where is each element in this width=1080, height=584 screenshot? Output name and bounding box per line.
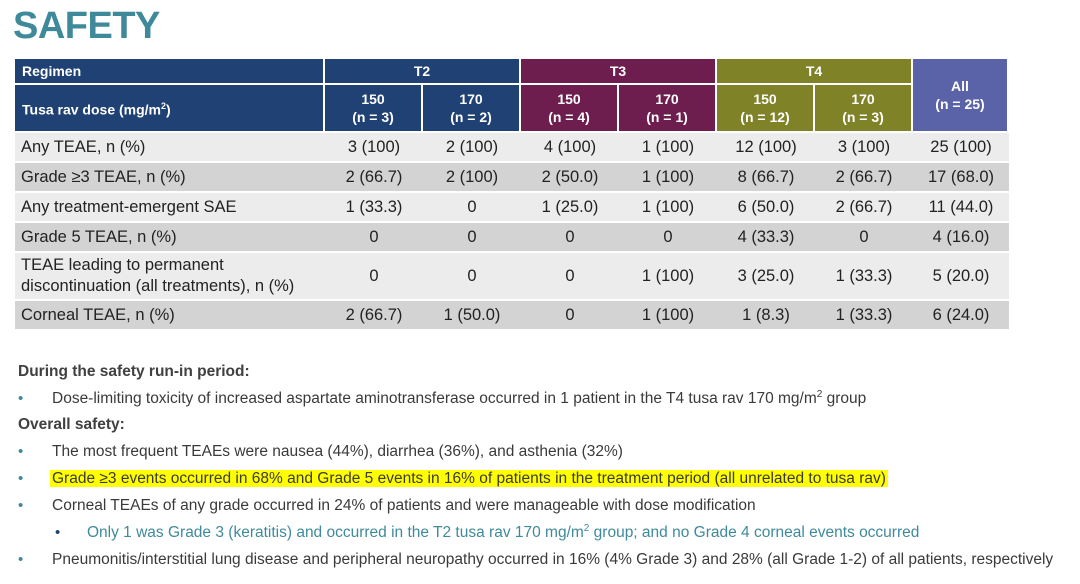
table-cell: 1 (100) (619, 301, 717, 331)
table-row-grade5-teae: Grade 5 TEAE, n (%) 0 0 0 0 4 (33.3) 0 4… (15, 223, 1009, 253)
page-title: SAFETY (13, 5, 160, 47)
table-cell: 1 (100) (619, 193, 717, 223)
table-cell: 3 (100) (325, 133, 423, 163)
table-cell: 1 (33.3) (325, 193, 423, 223)
table-row-corneal-teae: Corneal TEAE, n (%) 2 (66.7) 1 (50.0) 0 … (15, 301, 1009, 331)
table-cell: 3 (25.0) (717, 253, 815, 301)
table-cell: 2 (66.7) (325, 163, 423, 193)
table-cell: 12 (100) (717, 133, 815, 163)
bullet-pneumonitis: • Pneumonitis/interstitial lung disease … (18, 549, 1078, 576)
table-cell: 11 (44.0) (913, 193, 1009, 223)
safety-table: Regimen T2 T3 T4 All (n = 25) Tusa rav d… (15, 59, 1009, 331)
table-cell: 0 (325, 253, 423, 301)
column-header-all: All (n = 25) (913, 59, 1009, 133)
bullet-dot-icon: • (18, 390, 24, 407)
table-cell: 6 (50.0) (717, 193, 815, 223)
table-cell: 4 (16.0) (913, 223, 1009, 253)
table-cell: 2 (100) (423, 163, 521, 193)
bullet-dot-icon: • (55, 524, 61, 541)
table-row-grade3-teae: Grade ≥3 TEAE, n (%) 2 (66.7) 2 (100) 2 … (15, 163, 1009, 193)
column-header-t4-170: 170 (n = 3) (815, 85, 913, 133)
dose-label: Tusa rav dose (mg/m2) (15, 85, 325, 133)
highlighted-text: Grade ≥3 events occurred in 68% and Grad… (50, 470, 888, 487)
table-row-discontinuation: TEAE leading to permanent discontinuation… (15, 253, 1009, 301)
table-cell: 0 (423, 253, 521, 301)
bullet-dot-icon: • (18, 497, 24, 514)
row-label: Grade ≥3 TEAE, n (%) (15, 163, 325, 193)
table-cell: 2 (66.7) (815, 163, 913, 193)
column-header-t3-170: 170 (n = 1) (619, 85, 717, 133)
bullet-dot-icon: • (18, 551, 24, 568)
table-cell: 2 (100) (423, 133, 521, 163)
table-cell: 0 (423, 223, 521, 253)
table-cell: 0 (815, 223, 913, 253)
table-cell: 0 (521, 223, 619, 253)
heading-runin: During the safety run-in period: (18, 363, 250, 380)
sub-bullet-keratitis: • Only 1 was Grade 3 (keratitis) and occ… (18, 522, 1078, 549)
row-label: Corneal TEAE, n (%) (15, 301, 325, 331)
header-row-dose: Tusa rav dose (mg/m2) 150 (n = 3) 170 (n =… (15, 85, 1009, 133)
column-all-label: All (951, 78, 969, 94)
table-cell: 25 (100) (913, 133, 1009, 163)
row-label: Any treatment-emergent SAE (15, 193, 325, 223)
table-cell: 0 (423, 193, 521, 223)
row-label: Any TEAE, n (%) (15, 133, 325, 163)
bullet-frequent-teaes: • The most frequent TEAEs were nausea (4… (18, 441, 1078, 468)
table-cell: 1 (100) (619, 253, 717, 301)
table-row-sae: Any treatment-emergent SAE 1 (33.3) 0 1 … (15, 193, 1009, 223)
table-cell: 1 (33.3) (815, 301, 913, 331)
group-header-t2: T2 (325, 59, 521, 85)
table-cell: 1 (50.0) (423, 301, 521, 331)
table-cell: 1 (100) (619, 133, 717, 163)
column-all-n: (n = 25) (935, 96, 985, 112)
table-cell: 4 (33.3) (717, 223, 815, 253)
table-cell: 6 (24.0) (913, 301, 1009, 331)
table-cell: 0 (521, 301, 619, 331)
table-cell: 1 (100) (619, 163, 717, 193)
table-cell: 3 (100) (815, 133, 913, 163)
regimen-label: Regimen (15, 59, 325, 85)
column-header-t3-150: 150 (n = 4) (521, 85, 619, 133)
table-row-any-teae: Any TEAE, n (%) 3 (100) 2 (100) 4 (100) … (15, 133, 1009, 163)
notes-section: During the safety run-in period: • Dose-… (18, 362, 1078, 576)
column-header-t4-150: 150 (n = 12) (717, 85, 815, 133)
table-cell: 2 (66.7) (815, 193, 913, 223)
table-cell: 0 (521, 253, 619, 301)
table-cell: 1 (25.0) (521, 193, 619, 223)
table-cell: 0 (325, 223, 423, 253)
table-cell: 17 (68.0) (913, 163, 1009, 193)
row-label: Grade 5 TEAE, n (%) (15, 223, 325, 253)
row-label: TEAE leading to permanent discontinuation… (15, 253, 325, 301)
table-cell: 0 (619, 223, 717, 253)
bullet-dot-icon: • (18, 443, 24, 460)
table-cell: 4 (100) (521, 133, 619, 163)
group-header-t4: T4 (717, 59, 913, 85)
table-cell: 8 (66.7) (717, 163, 815, 193)
bullet-grade3-events: • Grade ≥3 events occurred in 68% and Gr… (18, 468, 1078, 495)
column-header-t2-170: 170 (n = 2) (423, 85, 521, 133)
table-cell: 2 (50.0) (521, 163, 619, 193)
table-cell: 1 (8.3) (717, 301, 815, 331)
bullet-dot-icon: • (18, 470, 24, 487)
table-cell: 2 (66.7) (325, 301, 423, 331)
header-row-regimen: Regimen T2 T3 T4 All (n = 25) (15, 59, 1009, 133)
table-cell: 5 (20.0) (913, 253, 1009, 301)
bullet-dose-limiting-toxicity: • Dose-limiting toxicity of increased as… (18, 388, 1078, 415)
bullet-corneal-teaes: • Corneal TEAEs of any grade occurred in… (18, 495, 1078, 522)
group-header-t3: T3 (521, 59, 717, 85)
table-cell: 1 (33.3) (815, 253, 913, 301)
column-header-t2-150: 150 (n = 3) (325, 85, 423, 133)
heading-overall: Overall safety: (18, 416, 125, 433)
